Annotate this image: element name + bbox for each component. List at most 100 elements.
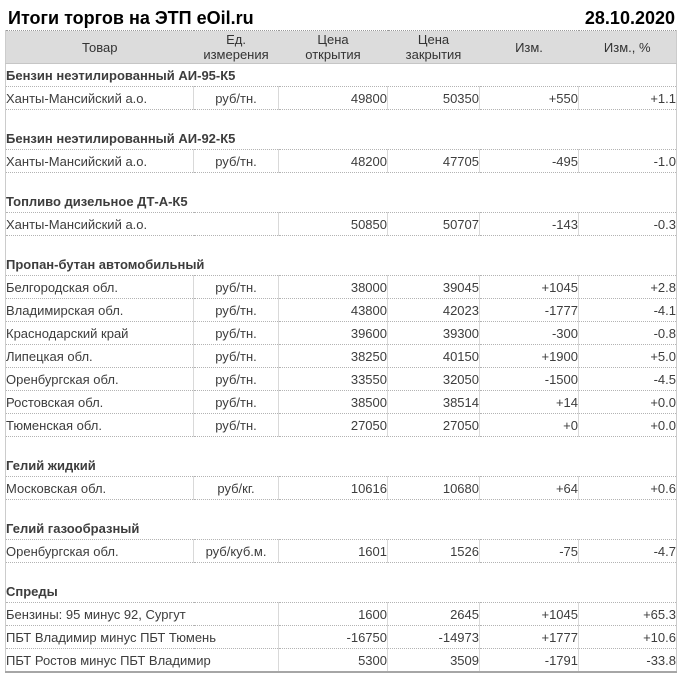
- product-cell: Липецкая обл.: [5, 344, 194, 368]
- table-row: Бензины: 95 минус 92, Сургут 1600 2645 +104…: [5, 602, 677, 626]
- change-cell: -300: [479, 321, 579, 345]
- spacer-row: [6, 500, 677, 518]
- page-title: Итоги торгов на ЭТП eOil.ru: [8, 8, 254, 28]
- table-row: Липецкая обл. руб/тн. 38250 40150 +1900 +5.0: [5, 344, 677, 368]
- change-cell: +1900: [479, 344, 579, 368]
- spacer-cell: [6, 173, 677, 191]
- section-title: Бензин неэтилированный АИ-95-К5: [6, 67, 236, 83]
- open-price-cell: 5300: [278, 648, 388, 673]
- change-cell: +64: [479, 476, 579, 500]
- section-row: Бензин неэтилированный АИ-92-К5: [6, 127, 677, 150]
- open-price-cell: 38000: [278, 275, 388, 299]
- table-header: Товар Ед. измерения Цена открытия Цена з…: [5, 30, 677, 64]
- close-price-cell: 50707: [387, 212, 480, 236]
- change-cell: +550: [479, 86, 579, 110]
- table-row: Ханты-Мансийский а.о. руб/тн. 49800 50350 +5…: [5, 86, 677, 110]
- section-title: Топливо дизельное ДТ-А-К5: [6, 193, 188, 209]
- change-pct-cell: +5.0: [578, 344, 677, 368]
- close-price-cell: 39300: [387, 321, 480, 345]
- open-price-cell: 49800: [278, 86, 388, 110]
- unit-cell: руб/тн.: [193, 149, 279, 173]
- table-header-row: Товар Ед. измерения Цена открытия Цена з…: [5, 30, 677, 64]
- change-pct-cell: -4.7: [578, 539, 677, 563]
- change-pct-cell: -33.8: [578, 648, 677, 673]
- change-pct-cell: +2.8: [578, 275, 677, 299]
- open-price-cell: 38500: [278, 390, 388, 414]
- col-header-open-price: Цена открытия: [278, 30, 388, 64]
- spacer-cell: [6, 500, 677, 518]
- change-cell: -495: [479, 149, 579, 173]
- section-title: Бензин неэтилированный АИ-92-К5: [6, 130, 236, 146]
- unit-cell: руб/тн.: [193, 367, 279, 391]
- spacer-cell: [6, 563, 677, 581]
- spacer-row: [6, 437, 677, 455]
- change-pct-cell: +10.6: [578, 625, 677, 649]
- product-cell: Ростовская обл.: [5, 390, 194, 414]
- unit-cell: руб/кг.: [193, 476, 279, 500]
- table-row: Оренбургская обл. руб/тн. 33550 32050 -1500-…: [5, 367, 677, 391]
- product-cell: Ханты-Мансийский а.о.: [5, 149, 194, 173]
- product-cell: Владимирская обл.: [5, 298, 194, 322]
- change-cell: +1777: [479, 625, 579, 649]
- change-cell: -1500: [479, 367, 579, 391]
- product-cell: Оренбургская обл.: [5, 539, 194, 563]
- spacer-row: [6, 236, 677, 254]
- col-header-close-price: Цена закрытия: [387, 30, 480, 64]
- close-price-cell: 40150: [387, 344, 480, 368]
- close-price-cell: 38514: [387, 390, 480, 414]
- product-cell: Тюменская обл.: [5, 413, 194, 437]
- close-price-cell: 39045: [387, 275, 480, 299]
- unit-cell: руб/куб.м.: [193, 539, 279, 563]
- change-cell: -1777: [479, 298, 579, 322]
- section-row: Гелий жидкий: [6, 454, 677, 477]
- open-price-cell: 10616: [278, 476, 388, 500]
- section-row: Гелий газообразный: [6, 517, 677, 540]
- open-price-cell: 48200: [278, 149, 388, 173]
- table-row: ПБТ Ростов минус ПБТ Владимир 5300 3509 -17…: [5, 648, 677, 673]
- spacer-row: [6, 563, 677, 581]
- close-price-cell: -14973: [387, 625, 480, 649]
- unit-cell: руб/тн.: [193, 413, 279, 437]
- change-cell: +0: [479, 413, 579, 437]
- col-header-change-pct: Изм., %: [578, 30, 677, 64]
- section-title: Гелий жидкий: [6, 457, 96, 473]
- open-price-cell: 1600: [278, 602, 388, 626]
- change-cell: +14: [479, 390, 579, 414]
- open-price-cell: 33550: [278, 367, 388, 391]
- unit-cell: руб/тн.: [193, 275, 279, 299]
- section-row: Бензин неэтилированный АИ-95-К5: [6, 64, 677, 87]
- section-title: Гелий газообразный: [6, 520, 140, 536]
- change-cell: -143: [479, 212, 579, 236]
- change-pct-cell: -0.8: [578, 321, 677, 345]
- change-cell: -1791: [479, 648, 579, 673]
- results-table: Товар Ед. измерения Цена открытия Цена з…: [5, 30, 677, 673]
- product-cell: Ханты-Мансийский а.о.: [5, 212, 279, 236]
- open-price-cell: 43800: [278, 298, 388, 322]
- section-row: Спреды: [6, 580, 677, 603]
- change-cell: +1045: [479, 275, 579, 299]
- close-price-cell: 47705: [387, 149, 480, 173]
- spacer-row: [6, 173, 677, 191]
- col-header-product: Товар: [5, 30, 194, 64]
- table-row: Ростовская обл. руб/тн. 38500 38514 +14 +0.0: [5, 390, 677, 414]
- section-row: Пропан-бутан автомобильный: [6, 253, 677, 276]
- table-row: Оренбургская обл. руб/куб.м. 1601 1526 -75 -4…: [5, 539, 677, 563]
- close-price-cell: 50350: [387, 86, 480, 110]
- close-price-cell: 10680: [387, 476, 480, 500]
- change-pct-cell: +0.6: [578, 476, 677, 500]
- table-row: Белгородская обл. руб/тн. 38000 39045 +1045 +…: [5, 275, 677, 299]
- table-row: Московская обл. руб/кг. 10616 10680 +64 +0.6: [5, 476, 677, 500]
- table-row: Краснодарский край руб/тн. 39600 39300 -300-…: [5, 321, 677, 345]
- change-cell: +1045: [479, 602, 579, 626]
- table-row: Ханты-Мансийский а.о. руб/тн. 48200 47705 -4…: [5, 149, 677, 173]
- section-title: Пропан-бутан автомобильный: [6, 256, 205, 272]
- table-row: Тюменская обл. руб/тн. 27050 27050 +0 +0.0: [5, 413, 677, 437]
- open-price-cell: 50850: [278, 212, 388, 236]
- close-price-cell: 42023: [387, 298, 480, 322]
- table-row: ПБТ Владимир минус ПБТ Тюмень -16750 -1497…: [5, 625, 677, 649]
- change-pct-cell: +65.3: [578, 602, 677, 626]
- change-pct-cell: +0.0: [578, 390, 677, 414]
- section-title: Спреды: [6, 583, 58, 599]
- change-pct-cell: -1.0: [578, 149, 677, 173]
- product-cell: ПБТ Ростов минус ПБТ Владимир: [5, 648, 279, 673]
